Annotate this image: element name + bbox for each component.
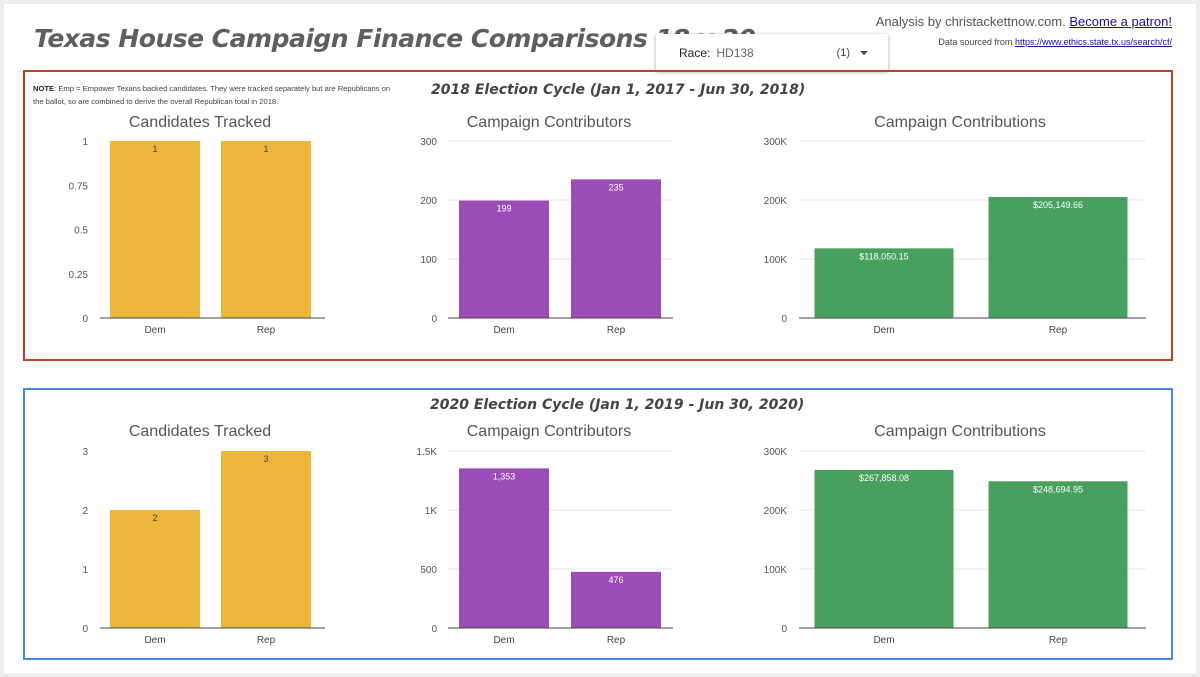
page-title: Texas House Campaign Finance Comparisons… (34, 24, 756, 53)
y-tick-label: 0 (82, 314, 88, 325)
chart-title: Campaign Contributions (874, 423, 1046, 440)
y-tick-label: 1K (425, 506, 438, 517)
patron-link[interactable]: Become a patron! (1069, 14, 1172, 29)
bar-rep (988, 481, 1128, 628)
panel-2018: NOTE: Emp = Empower Texans backed candid… (23, 70, 1173, 361)
bar-dem (459, 200, 549, 318)
y-tick-label: 0 (781, 314, 787, 325)
x-tick-label: Dem (493, 635, 514, 646)
y-tick-label: 0 (781, 624, 787, 635)
data-label: $248,694.95 (1033, 484, 1083, 494)
data-label: 2 (152, 513, 157, 523)
y-tick-label: 300K (764, 447, 788, 458)
y-tick-label: 100 (420, 255, 437, 266)
bar-rep (221, 451, 311, 628)
y-tick-label: 100K (764, 565, 788, 576)
y-tick-label: 0.5 (74, 226, 88, 237)
x-tick-label: Rep (607, 635, 626, 646)
x-tick-label: Dem (873, 635, 894, 646)
panel-2020: 2020 Election Cycle (Jan 1, 2019 - Jun 3… (23, 388, 1173, 660)
y-tick-label: 500 (420, 565, 437, 576)
y-tick-label: 1 (82, 565, 88, 576)
y-tick-label: 0.25 (69, 270, 89, 281)
bar-rep (988, 196, 1128, 318)
bar-dem (814, 248, 954, 318)
data-label: 1 (152, 144, 157, 154)
chart-title: Candidates Tracked (129, 423, 271, 440)
data-source-link[interactable]: https://www.ethics.state.tx.us/search/cf… (1014, 37, 1172, 47)
bar-dem (459, 468, 549, 628)
bar-dem (814, 469, 954, 628)
data-label: $205,149.66 (1033, 200, 1083, 210)
chart-title: Candidates Tracked (129, 114, 271, 131)
x-tick-label: Rep (1049, 325, 1068, 336)
y-tick-label: 100K (764, 255, 788, 266)
bar-rep (571, 571, 661, 628)
data-label: $267,858.08 (859, 473, 909, 483)
y-tick-label: 300K (764, 137, 788, 148)
data-label: 476 (608, 575, 623, 585)
note-label: NOTE (33, 84, 55, 93)
y-tick-label: 0 (431, 624, 437, 635)
data-source-text: Data sourced from (938, 37, 1013, 47)
y-tick-label: 200K (764, 506, 788, 517)
chart-title: Campaign Contributors (467, 423, 632, 440)
race-filter-label: Race: (679, 45, 711, 60)
y-tick-label: 0.75 (69, 181, 89, 192)
note-body: : Emp = Empower Texans backed candidates… (33, 84, 391, 106)
bar-dem (110, 141, 200, 318)
y-tick-label: 1 (82, 137, 88, 148)
data-label: 1 (263, 144, 268, 154)
x-tick-label: Rep (607, 325, 626, 336)
x-tick-label: Dem (144, 635, 165, 646)
note-text: NOTE: Emp = Empower Texans backed candid… (33, 82, 393, 108)
x-tick-label: Dem (493, 325, 514, 336)
data-label: 235 (608, 182, 623, 192)
chart-title: Campaign Contributions (874, 114, 1046, 131)
chevron-down-icon[interactable] (860, 50, 868, 55)
bar-dem (110, 510, 200, 628)
data-label: 3 (263, 454, 268, 464)
data-label: 199 (496, 204, 511, 214)
y-tick-label: 1.5K (416, 447, 437, 458)
race-filter-count: (1) (836, 46, 850, 59)
panel-title-2020: 2020 Election Cycle (Jan 1, 2019 - Jun 3… (430, 397, 805, 413)
y-tick-label: 0 (431, 314, 437, 325)
panel-title-2018: 2018 Election Cycle (Jan 1, 2017 - Jun 3… (431, 82, 806, 98)
race-filter-value: HD138 (716, 45, 754, 60)
x-tick-label: Dem (144, 325, 165, 336)
data-label: $118,050.15 (859, 251, 908, 261)
bar-rep (221, 141, 311, 318)
dashboard-page: Texas House Campaign Finance Comparisons… (4, 4, 1196, 673)
y-tick-label: 300 (420, 137, 437, 148)
data-source: Data sourced from https://www.ethics.sta… (938, 37, 1172, 47)
y-tick-label: 200 (420, 196, 437, 207)
y-tick-label: 0 (82, 624, 88, 635)
x-tick-label: Rep (257, 635, 276, 646)
race-filter-dropdown[interactable]: Race: HD138 (1) (656, 34, 888, 71)
y-tick-label: 200K (764, 196, 788, 207)
chart-title: Campaign Contributors (467, 114, 632, 131)
x-tick-label: Rep (1049, 635, 1068, 646)
y-tick-label: 2 (82, 506, 88, 517)
x-tick-label: Dem (873, 325, 894, 336)
y-tick-label: 3 (82, 447, 88, 458)
analysis-credit: Analysis by christackettnow.com. Become … (876, 14, 1172, 29)
analysis-text: Analysis by christackettnow.com. (875, 14, 1066, 29)
bar-rep (571, 179, 661, 318)
data-label: 1,353 (493, 471, 516, 481)
x-tick-label: Rep (257, 325, 276, 336)
